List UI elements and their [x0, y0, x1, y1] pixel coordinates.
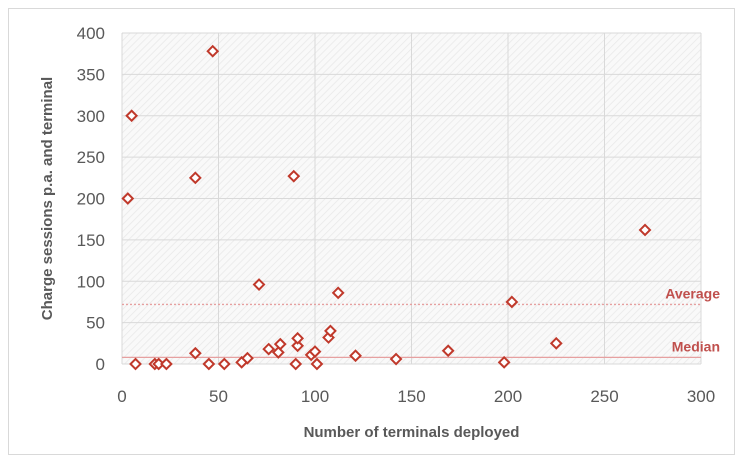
data-point: [291, 339, 305, 353]
y-axis-title: Charge sessions p.a. and terminal: [39, 77, 56, 320]
reference-lines: Average Median: [122, 285, 720, 359]
data-point: [310, 357, 324, 371]
x-tick-label: 300: [687, 387, 715, 406]
data-point: [217, 357, 231, 371]
data-point: [291, 331, 305, 345]
x-tick-label: 0: [117, 387, 126, 406]
y-tick-labels: 0 50 100 150 200 250 300 350 400: [77, 24, 105, 374]
x-tick-label: 50: [209, 387, 228, 406]
y-tick-label: 300: [77, 107, 105, 126]
y-tick-label: 0: [96, 355, 105, 374]
data-point: [505, 295, 519, 309]
reference-label-median: Median: [672, 338, 720, 354]
gridlines: [121, 32, 702, 365]
data-point: [289, 357, 303, 371]
x-tick-label: 150: [397, 387, 425, 406]
y-tick-label: 50: [86, 314, 105, 333]
data-point: [121, 192, 135, 205]
y-tick-label: 200: [77, 190, 105, 209]
data-point: [308, 345, 322, 359]
y-tick-label: 150: [77, 231, 105, 250]
x-axis-title: Number of terminals deployed: [304, 424, 520, 441]
data-point: [638, 223, 652, 237]
data-point: [262, 342, 276, 356]
x-tick-label: 100: [301, 387, 329, 406]
data-point: [202, 357, 216, 371]
data-point: [287, 169, 301, 183]
data-point: [273, 337, 287, 351]
data-point: [206, 44, 220, 58]
data-point: [497, 355, 511, 369]
data-point: [129, 357, 142, 371]
data-point: [252, 278, 266, 291]
y-tick-label: 250: [77, 148, 105, 167]
y-tick-label: 350: [77, 65, 105, 84]
data-point: [324, 324, 337, 338]
x-tick-label: 200: [494, 387, 522, 406]
data-point: [549, 336, 563, 350]
x-tick-labels: 0 50 100 150 200 250 300: [117, 387, 715, 406]
data-point: [241, 351, 254, 365]
data-point: [159, 357, 173, 371]
y-tick-label: 400: [77, 24, 105, 43]
reference-label-average: Average: [665, 285, 720, 301]
data-point: [389, 352, 403, 366]
data-point: [331, 286, 345, 300]
x-tick-label: 250: [590, 387, 618, 406]
data-point: [125, 109, 139, 123]
data-point: [349, 349, 362, 363]
data-point: [188, 171, 202, 185]
data-point: [441, 344, 455, 358]
y-tick-label: 100: [77, 272, 105, 291]
data-point: [188, 346, 202, 360]
data-points: [121, 44, 652, 371]
